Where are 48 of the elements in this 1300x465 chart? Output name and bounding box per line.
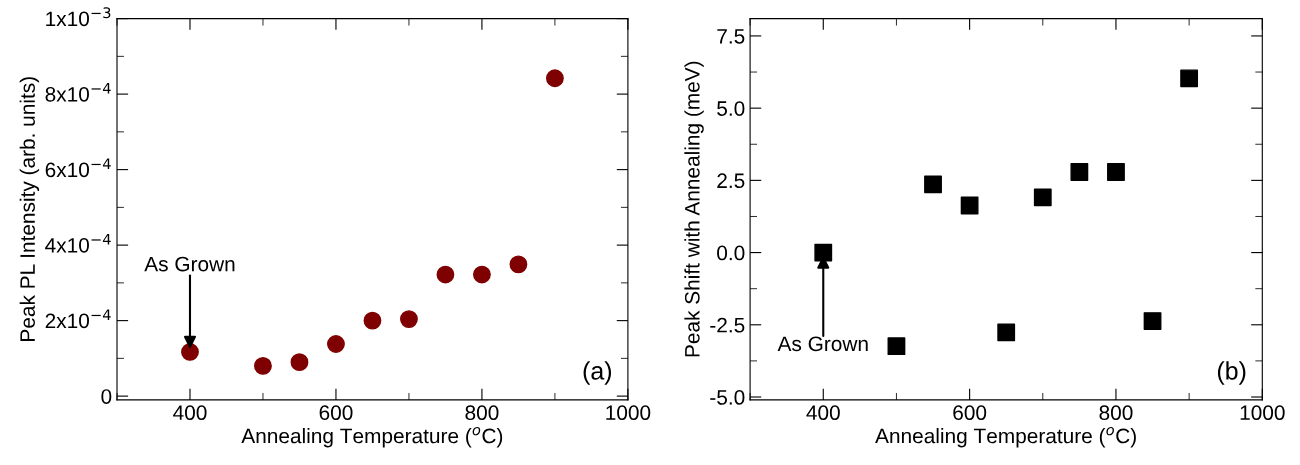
point [1180, 69, 1199, 88]
y-tick-label: 8x10$^{−4}$ [45, 82, 111, 102]
annotation: As Grown [144, 256, 235, 272]
y-tick-label: 7.5 [717, 29, 745, 44]
point [546, 69, 564, 88]
point [1033, 188, 1052, 207]
x-tick-label: 600 [953, 405, 987, 421]
point [509, 255, 528, 274]
y-axis-title: Peak Shift with Annealing (meV) [684, 61, 704, 357]
point [814, 243, 833, 262]
point [1143, 312, 1162, 330]
y-tick-label: 0.0 [717, 245, 745, 261]
x-tick-label: 1000 [1240, 405, 1285, 421]
annotation: As Grown [777, 336, 868, 352]
point [254, 357, 272, 375]
point [181, 343, 199, 361]
y-tick-label: -5.0 [710, 390, 745, 405]
x-axis-title: Annealing Temperature ($^{o}$C) [875, 426, 1136, 448]
y-tick-label: 1x10$^{−3}$ [46, 7, 111, 27]
point [887, 337, 906, 356]
x-tick-label: 400 [806, 405, 840, 421]
y-tick-label: 2x10$^{−4}$ [45, 309, 111, 329]
point [924, 175, 942, 194]
x-tick-label: 800 [465, 405, 499, 421]
y-tick-label: 2.5 [717, 173, 745, 189]
point [473, 265, 491, 284]
y-tick-label: 6x10$^{−4}$ [45, 158, 111, 178]
y-tick-label: -2.5 [710, 317, 745, 333]
point [1070, 163, 1089, 181]
x-tick-label: 800 [1099, 405, 1133, 421]
point [960, 196, 979, 215]
point [400, 310, 418, 329]
annotation: (a) [583, 361, 612, 385]
y-axis-title: Peak PL Intensity (arb. units) [19, 77, 40, 341]
x-axis-title: Annealing Temperature ($^{o}$C) [241, 426, 503, 448]
x-tick-label: 1000 [606, 405, 651, 421]
y-tick-label: 5.0 [717, 101, 745, 116]
x-tick-label: 400 [173, 405, 207, 421]
point [997, 323, 1016, 342]
annotation: (b) [1217, 361, 1246, 385]
x-tick-label: 600 [319, 405, 353, 421]
point [363, 311, 382, 330]
point [436, 265, 455, 284]
y-tick-label: 4x10$^{−4}$ [45, 233, 111, 253]
point [290, 353, 309, 372]
point [1107, 163, 1125, 181]
y-tick-label: 0 [101, 389, 112, 404]
point [327, 335, 345, 353]
